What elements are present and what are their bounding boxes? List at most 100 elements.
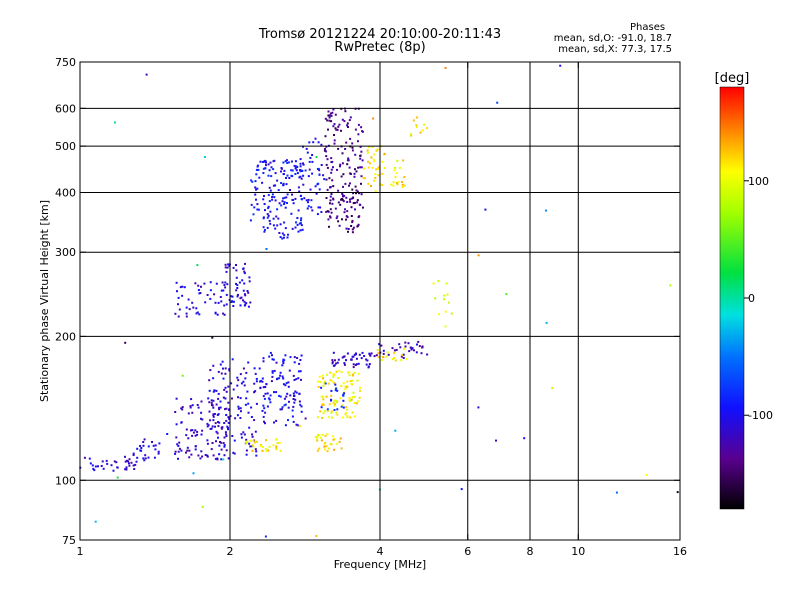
data-point bbox=[207, 397, 210, 400]
data-point bbox=[345, 196, 348, 199]
data-point bbox=[281, 375, 284, 378]
data-point bbox=[285, 177, 287, 179]
data-point bbox=[331, 416, 333, 419]
data-point bbox=[357, 140, 359, 143]
data-point bbox=[276, 208, 279, 211]
data-point bbox=[247, 411, 250, 414]
data-point bbox=[359, 157, 362, 160]
data-point bbox=[387, 353, 390, 356]
data-point bbox=[348, 374, 351, 377]
data-point bbox=[267, 449, 270, 452]
data-point bbox=[392, 181, 395, 184]
data-point bbox=[242, 431, 245, 434]
data-point bbox=[93, 469, 96, 472]
data-point bbox=[300, 224, 303, 227]
data-point bbox=[185, 315, 188, 318]
data-point bbox=[223, 313, 226, 316]
data-point bbox=[239, 397, 242, 400]
data-point bbox=[272, 224, 275, 227]
data-point bbox=[206, 422, 209, 425]
data-point bbox=[376, 349, 379, 351]
data-point bbox=[360, 193, 363, 196]
x-tick-label: 4 bbox=[377, 545, 384, 558]
data-point bbox=[225, 407, 228, 410]
data-point bbox=[236, 384, 239, 387]
data-point bbox=[290, 169, 293, 172]
data-point bbox=[327, 110, 330, 113]
data-point bbox=[294, 390, 297, 393]
data-point bbox=[360, 357, 363, 360]
data-point bbox=[206, 439, 209, 442]
data-point bbox=[262, 357, 265, 360]
data-point bbox=[144, 457, 147, 460]
data-point bbox=[282, 360, 285, 363]
y-tick-label: 400 bbox=[55, 186, 76, 199]
data-point bbox=[333, 409, 336, 411]
data-point bbox=[316, 439, 319, 442]
data-point bbox=[210, 401, 213, 404]
data-point bbox=[401, 186, 404, 188]
data-point bbox=[311, 160, 314, 163]
data-point bbox=[351, 231, 354, 234]
data-point bbox=[375, 149, 378, 152]
data-point bbox=[347, 126, 349, 128]
data-point bbox=[140, 447, 143, 449]
data-point bbox=[346, 416, 349, 419]
data-point bbox=[338, 369, 341, 372]
data-point bbox=[185, 312, 188, 315]
data-point bbox=[212, 454, 215, 457]
data-point bbox=[217, 421, 219, 423]
data-point bbox=[272, 168, 275, 171]
data-point bbox=[322, 384, 325, 387]
data-point bbox=[291, 415, 294, 418]
data-point bbox=[265, 164, 267, 167]
data-point bbox=[361, 159, 364, 162]
data-point bbox=[181, 294, 184, 297]
data-point bbox=[293, 164, 296, 167]
data-point bbox=[276, 377, 279, 380]
data-point bbox=[326, 408, 329, 411]
data-point bbox=[348, 119, 351, 122]
data-point bbox=[261, 377, 264, 380]
data-point bbox=[232, 451, 235, 454]
data-point bbox=[287, 419, 289, 422]
data-point bbox=[201, 505, 204, 508]
data-point bbox=[286, 236, 289, 239]
data-point bbox=[263, 230, 266, 233]
data-point bbox=[272, 217, 275, 220]
data-point bbox=[318, 447, 321, 450]
data-point bbox=[321, 416, 324, 419]
data-point bbox=[426, 353, 429, 356]
data-point bbox=[267, 207, 270, 210]
data-point bbox=[340, 405, 343, 408]
data-point bbox=[226, 425, 229, 428]
data-point bbox=[291, 193, 293, 196]
data-point bbox=[359, 154, 362, 157]
data-point bbox=[337, 358, 340, 361]
data-point bbox=[615, 491, 618, 494]
data-point bbox=[91, 464, 94, 467]
data-point bbox=[206, 294, 209, 296]
data-point bbox=[328, 225, 330, 228]
data-point bbox=[294, 398, 297, 401]
data-point bbox=[128, 458, 131, 461]
data-point bbox=[271, 354, 273, 357]
data-point bbox=[343, 392, 346, 395]
data-point bbox=[545, 321, 548, 324]
data-point bbox=[368, 363, 371, 366]
data-point bbox=[323, 149, 326, 152]
data-point bbox=[266, 392, 269, 395]
data-point bbox=[341, 218, 343, 221]
data-point bbox=[250, 203, 253, 206]
data-point bbox=[410, 348, 413, 351]
data-point bbox=[358, 192, 361, 195]
data-point bbox=[251, 433, 254, 436]
data-point bbox=[336, 215, 339, 218]
x-tick-label: 6 bbox=[464, 545, 471, 558]
data-point bbox=[236, 295, 239, 298]
data-point bbox=[292, 420, 295, 423]
data-point bbox=[185, 451, 187, 454]
data-point bbox=[231, 397, 233, 400]
data-point bbox=[151, 441, 153, 443]
data-point bbox=[245, 438, 248, 441]
